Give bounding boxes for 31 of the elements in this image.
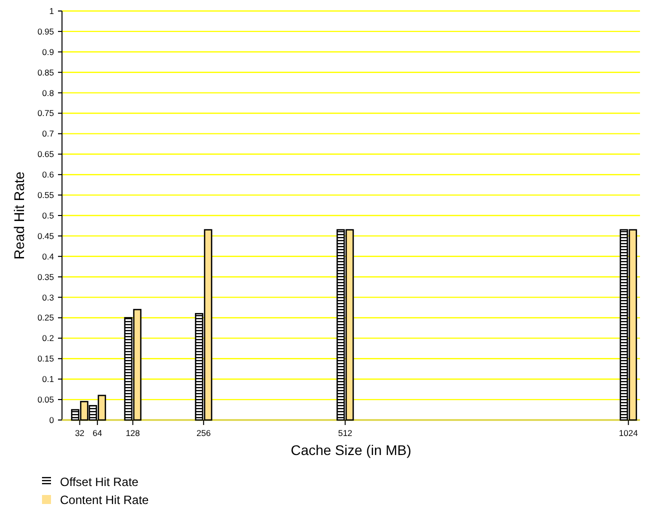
y-tick-label: 0.1 — [42, 374, 54, 384]
y-tick-label: 0.8 — [42, 88, 54, 98]
y-tick-label: 0.15 — [37, 354, 54, 364]
y-tick-label: 0.45 — [37, 230, 54, 241]
y-tick-label: 0.65 — [37, 149, 54, 160]
y-tick-label: 0.25 — [37, 312, 54, 323]
y-axis-title: Read Hit Rate — [11, 171, 27, 260]
y-tick-label: 0.05 — [37, 394, 54, 405]
y-tick-label: 0.35 — [37, 272, 54, 282]
y-tick-label: 0.7 — [42, 128, 54, 139]
y-tick-label: 0.55 — [37, 190, 54, 200]
x-tick-label: 1024 — [618, 428, 638, 438]
x-tick-label: 32 — [74, 428, 85, 438]
legend-label: Offset Hit Rate — [60, 475, 139, 489]
y-tick-label: 0.9 — [42, 46, 54, 57]
y-tick-label: 0.5 — [42, 210, 54, 220]
y-tick-label: 0.95 — [37, 26, 54, 36]
y-tick-label: 0.85 — [37, 67, 54, 78]
x-tick-label: 256 — [196, 428, 211, 438]
x-tick-label: 128 — [126, 428, 140, 438]
x-axis-title: Cache Size (in MB) — [290, 442, 412, 458]
y-tick-label: 0 — [49, 414, 54, 425]
legend-label: Content Hit Rate — [60, 493, 150, 507]
y-tick-label: 0.3 — [42, 292, 54, 302]
y-tick-label: 1 — [49, 6, 54, 16]
x-tick-label: 64 — [92, 428, 102, 438]
y-tick-label: 0.6 — [42, 170, 54, 180]
x-tick-label: 512 — [338, 428, 353, 438]
y-tick-label: 0.4 — [42, 251, 54, 262]
y-tick-label: 0.75 — [37, 108, 54, 118]
y-tick-label: 0.2 — [42, 333, 54, 344]
